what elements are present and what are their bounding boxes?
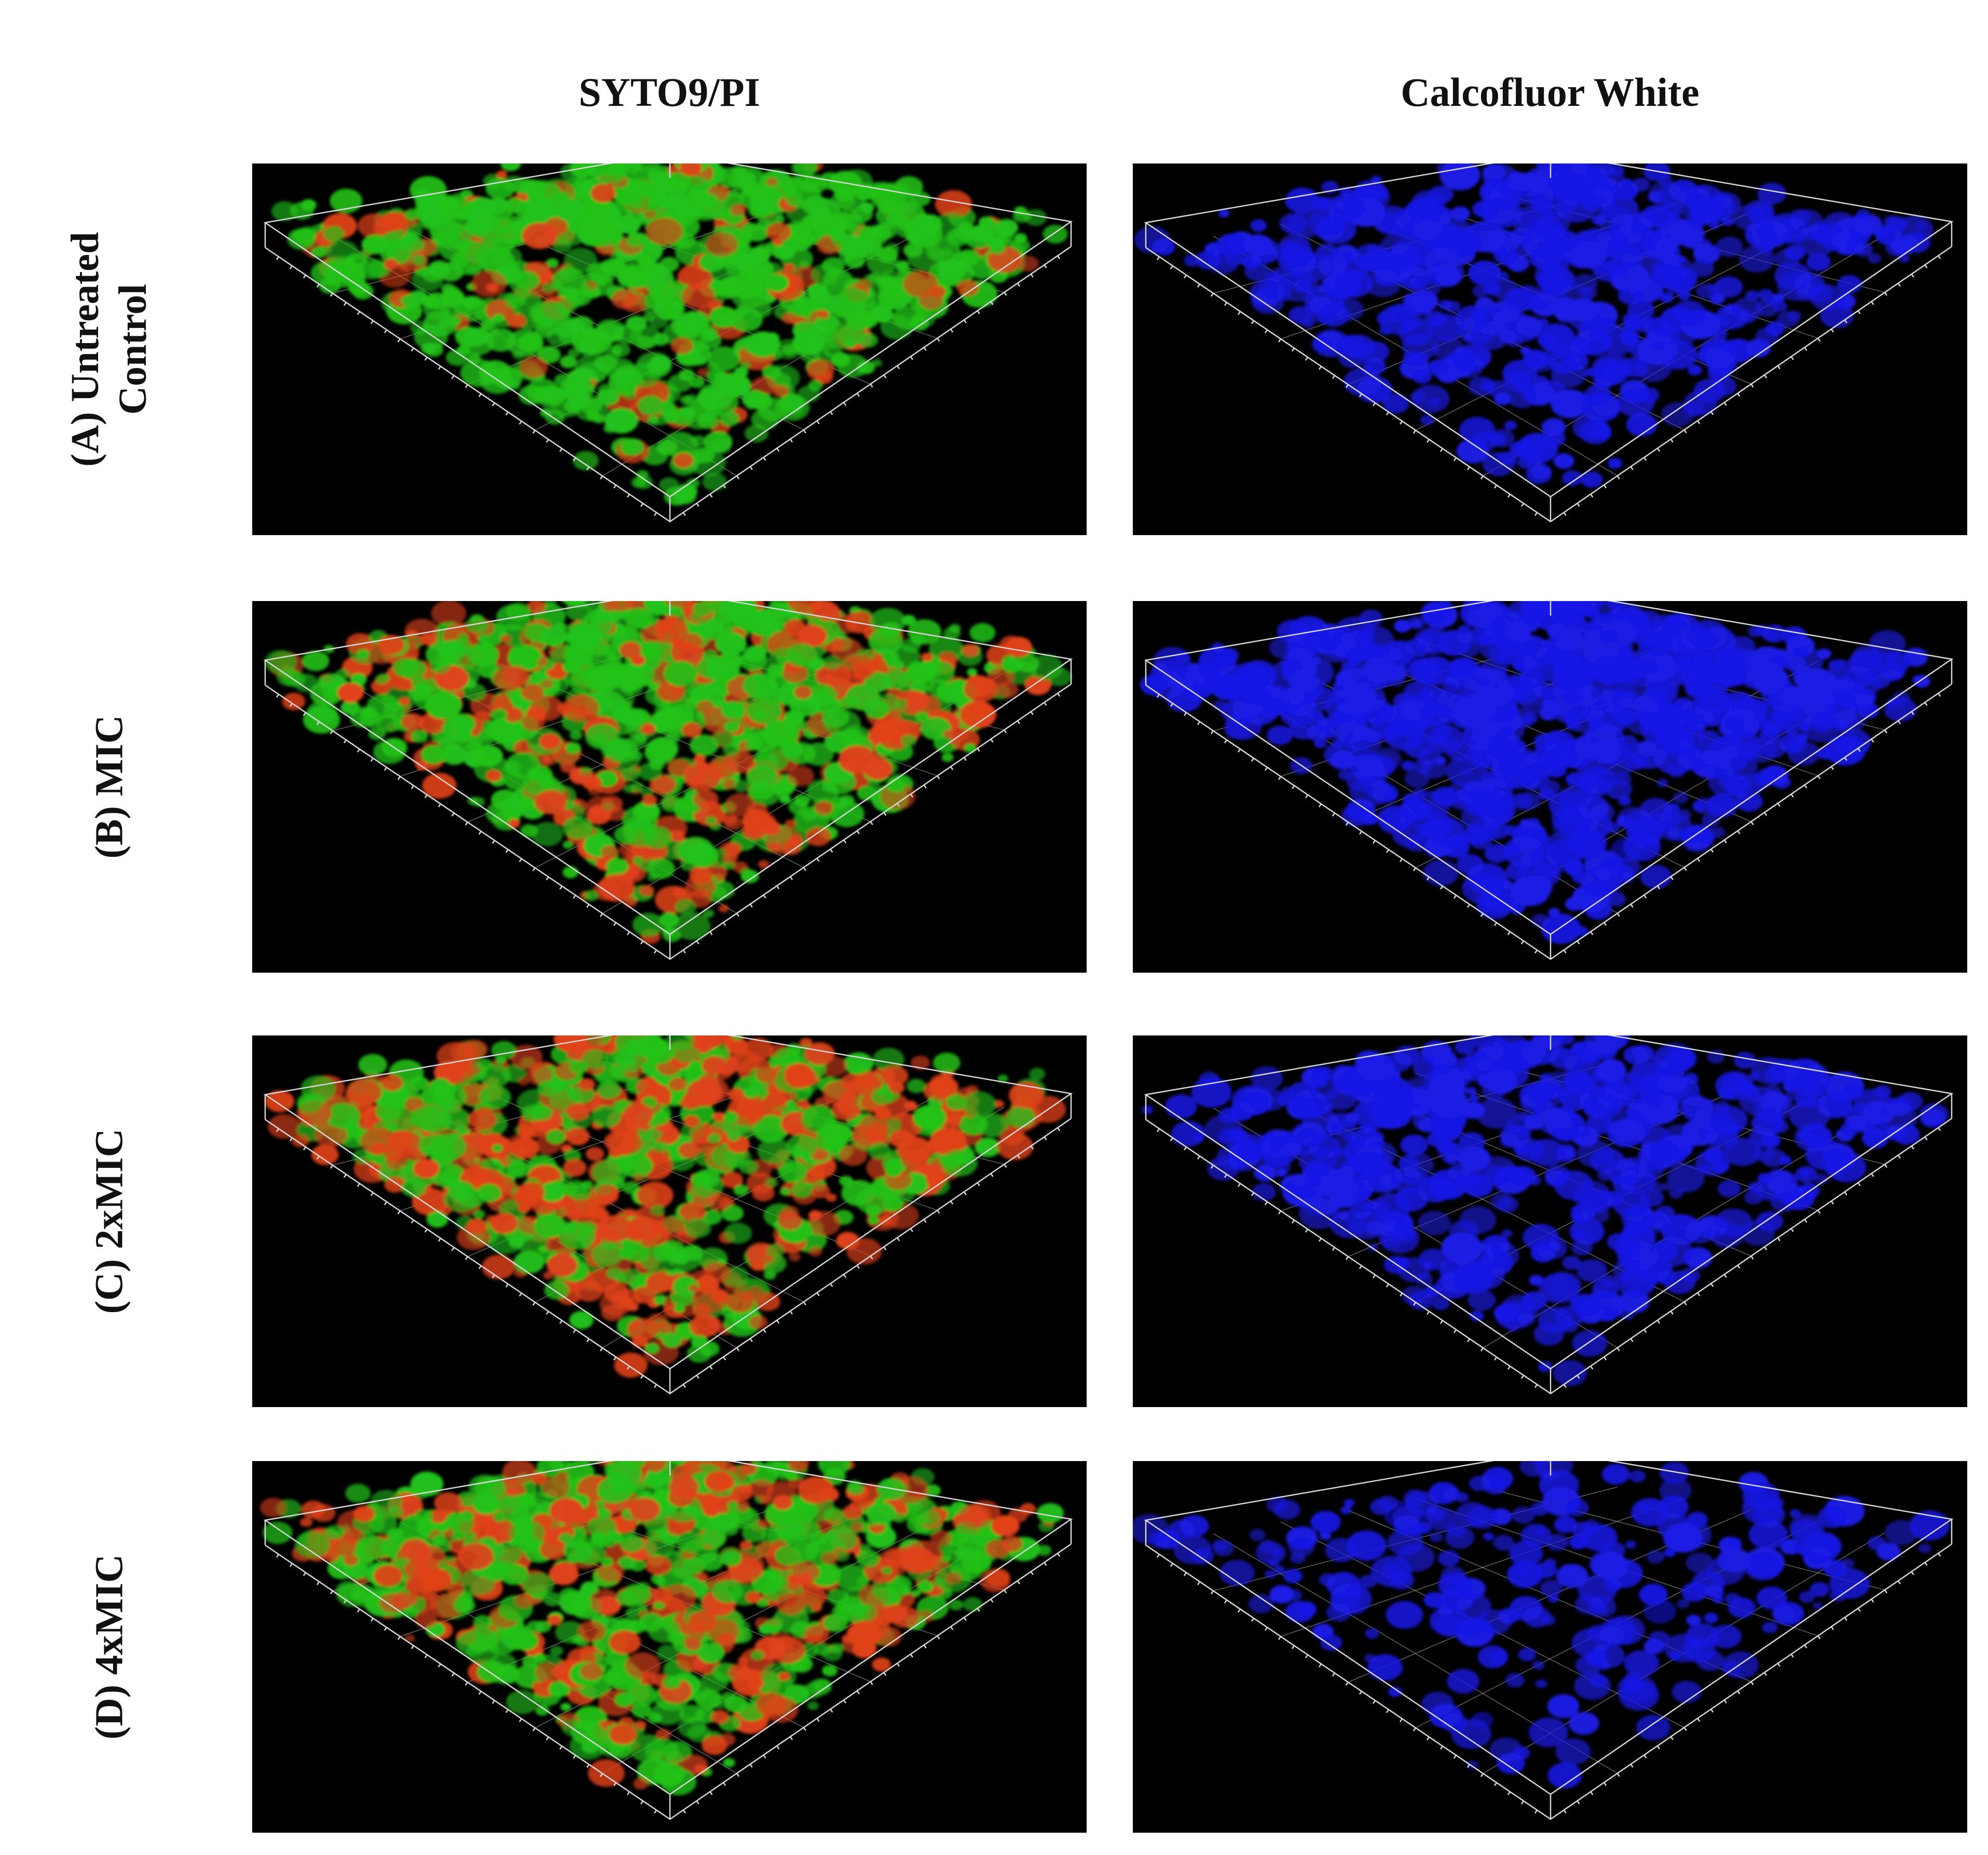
calcofluor-biofilm xyxy=(1142,1035,1949,1386)
bounding-box xyxy=(1144,1461,1954,1820)
bounding-box xyxy=(263,163,1073,523)
biofilm-3d-render xyxy=(263,163,1073,523)
column-title-syto9-pi: SYTO9/PI xyxy=(579,70,760,115)
micrograph-panel-syto-pi-row-3 xyxy=(252,1035,1087,1407)
bounding-box xyxy=(263,601,1073,960)
row-label-line: Control xyxy=(111,284,155,415)
bounding-box xyxy=(263,1035,1073,1395)
column-title-calcofluor-white: Calcofluor White xyxy=(1401,70,1699,115)
biofilm-3d-render xyxy=(263,601,1073,960)
bounding-box xyxy=(1144,1035,1954,1395)
biofilm-3d-render xyxy=(1133,1461,1954,1820)
micrograph-panel-syto-pi-row-1 xyxy=(252,163,1087,535)
row-label-line: (C) 2xMIC xyxy=(87,1128,131,1314)
row-label-3: (C) 2xMIC xyxy=(42,1035,176,1407)
row-label-1: (A) Untreated Control xyxy=(42,163,176,535)
live-dead-biofilm xyxy=(260,1461,1064,1795)
micrograph-panel-calcofluor-row-1 xyxy=(1133,163,1967,535)
live-dead-biofilm xyxy=(265,601,1072,944)
row-label-2: (B) MIC xyxy=(42,601,176,973)
biofilm-3d-render xyxy=(260,1461,1073,1820)
biofilm-3d-render xyxy=(1140,601,1954,960)
biofilm-3d-render xyxy=(263,1035,1073,1395)
calcofluor-biofilm xyxy=(1134,163,1934,488)
micrograph-panel-calcofluor-row-4 xyxy=(1133,1461,1967,1833)
micrograph-panel-calcofluor-row-2 xyxy=(1133,601,1967,973)
micrograph-panel-syto-pi-row-2 xyxy=(252,601,1087,973)
row-label-line: (A) Untreated xyxy=(63,231,107,467)
micrograph-panel-syto-pi-row-4 xyxy=(252,1461,1087,1833)
row-label-line: (D) 4xMIC xyxy=(87,1554,131,1740)
bounding-box xyxy=(263,1461,1073,1820)
biofilm-3d-render xyxy=(1142,1035,1954,1395)
live-dead-biofilm xyxy=(271,163,1068,506)
micrograph-panel-calcofluor-row-3 xyxy=(1133,1035,1967,1407)
biofilm-3d-render xyxy=(1134,163,1954,523)
bounding-box xyxy=(1144,163,1954,523)
row-label-line: (B) MIC xyxy=(87,715,131,859)
live-dead-biofilm xyxy=(265,1035,1066,1378)
calcofluor-biofilm xyxy=(1140,601,1930,944)
calcofluor-biofilm xyxy=(1133,1461,1950,1789)
row-label-4: (D) 4xMIC xyxy=(42,1461,176,1833)
bounding-box xyxy=(1144,601,1954,960)
